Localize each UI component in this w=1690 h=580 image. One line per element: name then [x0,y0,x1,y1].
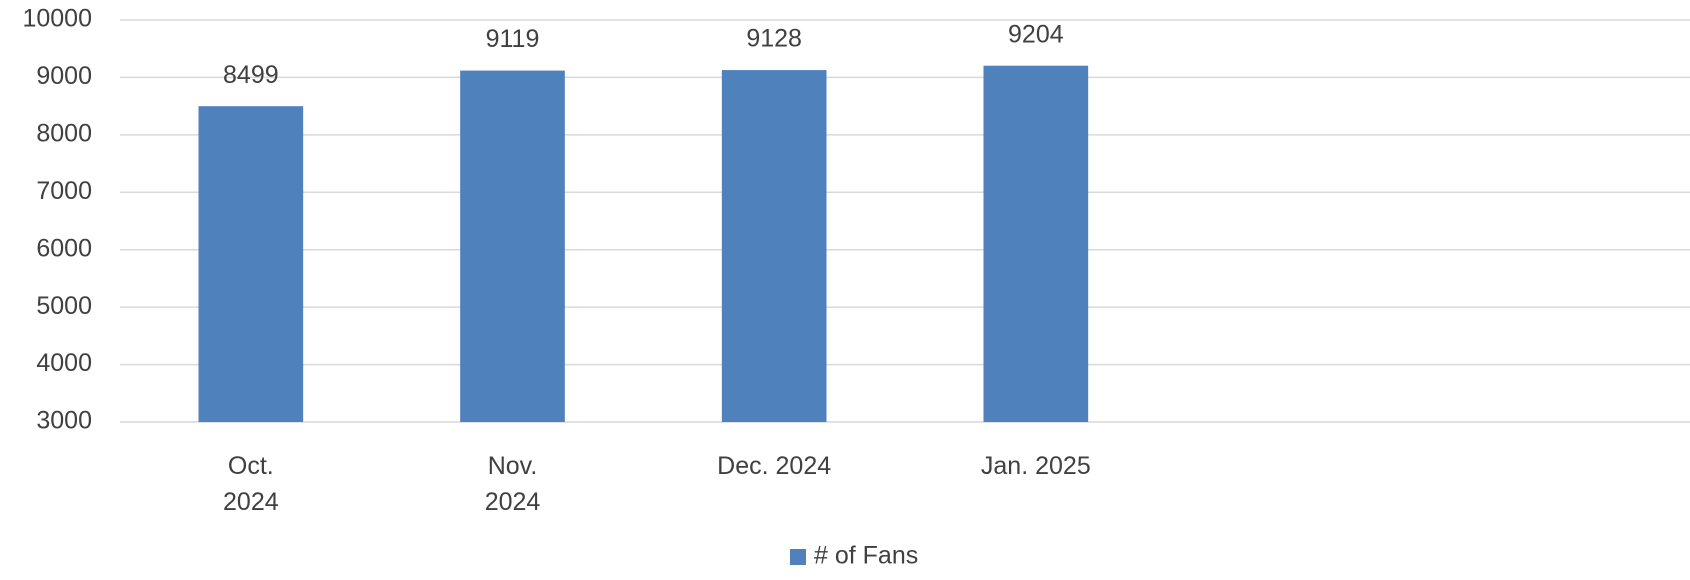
legend-label: # of Fans [814,542,918,570]
x-tick-label: Oct. 2024 [223,452,279,516]
value-label: 8499 [223,61,279,89]
bar [460,70,565,422]
legend-swatch [790,549,806,565]
x-tick-label: Nov. 2024 [484,452,541,516]
x-tick-label: Jan. 2025 [980,452,1091,480]
y-tick-label: 9000 [36,62,92,90]
bar [721,70,827,423]
value-label: 9204 [1008,20,1064,48]
x-tick-label: Dec. 2024 [717,452,832,480]
bar [198,106,304,422]
bar [983,65,1089,423]
y-tick-label: 10000 [22,5,92,33]
y-tick-label: 4000 [36,349,92,377]
y-tick-label: 7000 [36,177,92,205]
y-tick-label: 8000 [36,119,92,147]
value-label: 9119 [486,25,540,53]
y-tick-label: 5000 [36,292,92,320]
value-label: 9128 [746,25,802,53]
y-tick-label: 6000 [36,234,92,262]
y-tick-label: 3000 [36,407,92,435]
